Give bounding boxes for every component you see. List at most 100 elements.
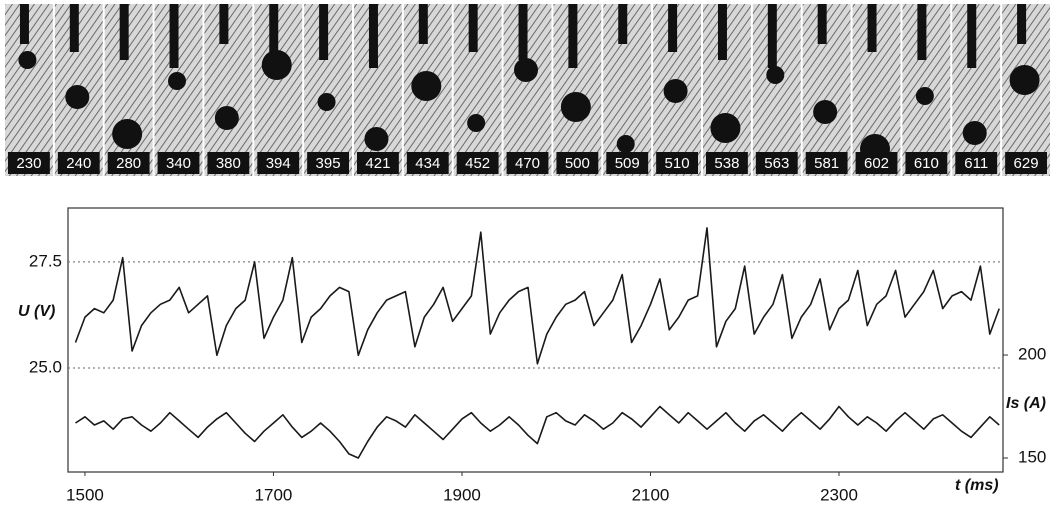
- droplet: [813, 100, 838, 124]
- video-frame: 395: [304, 4, 352, 176]
- droplet: [18, 51, 37, 69]
- y-axis-title: U (V): [18, 303, 55, 320]
- frame-label: 230: [16, 155, 41, 172]
- electrode: [169, 4, 179, 68]
- droplet: [1009, 65, 1040, 95]
- series-line: [75, 405, 1000, 459]
- electrode: [269, 4, 279, 52]
- droplet: [65, 85, 90, 109]
- frame-label: 434: [415, 155, 440, 172]
- video-frame: 240: [54, 4, 103, 176]
- droplet: [168, 72, 187, 90]
- frame-label: 470: [515, 155, 540, 172]
- frame-label: 611: [964, 155, 988, 172]
- frame-label-box: [606, 152, 649, 174]
- frame-label: 395: [316, 155, 341, 172]
- droplet: [915, 87, 934, 105]
- frame-label: 510: [665, 155, 690, 172]
- frame-label-box: [656, 152, 698, 174]
- droplet: [616, 135, 635, 153]
- video-frame: 340: [154, 4, 203, 176]
- frame-label-box: [307, 152, 349, 174]
- droplet: [317, 93, 336, 111]
- electrode: [219, 4, 229, 44]
- frame-label-box: [805, 152, 848, 174]
- series-line: [74, 227, 1000, 365]
- frame-label-box: [955, 152, 998, 174]
- video-frame: 629: [1002, 4, 1050, 176]
- frame-label-box: [855, 152, 898, 174]
- frame-label-box: [406, 152, 449, 174]
- video-frame: 230: [5, 4, 53, 176]
- frame-label-box: [207, 152, 250, 174]
- electrode: [19, 4, 29, 44]
- droplet: [261, 50, 292, 80]
- y-tick-label: 27.5: [29, 251, 62, 270]
- plot-frame: [67, 207, 1004, 473]
- electrode: [618, 4, 628, 44]
- x-tick-label: 2100: [632, 485, 670, 504]
- electrode: [319, 4, 329, 60]
- video-frame: 602: [852, 4, 901, 176]
- y2-tick-label: 150: [1018, 447, 1046, 466]
- droplet: [514, 58, 539, 82]
- frame-label-box: [456, 152, 499, 174]
- droplet: [467, 114, 486, 132]
- frame-label-box: [357, 152, 399, 174]
- frame-label-box: [157, 152, 200, 174]
- frame-label: 500: [565, 155, 590, 172]
- video-frame: 509: [603, 4, 652, 176]
- droplet: [364, 127, 389, 151]
- video-frame: 510: [653, 4, 701, 176]
- x-tick-label: 1900: [443, 485, 481, 504]
- frame-label-box: [107, 152, 150, 174]
- droplet: [663, 79, 688, 103]
- video-frame: 611: [952, 4, 1001, 176]
- droplet: [962, 121, 987, 145]
- x-tick-label: 1500: [66, 485, 104, 504]
- video-frame: 610: [902, 4, 951, 176]
- frame-label: 509: [615, 155, 640, 172]
- video-frame: 470: [503, 4, 552, 176]
- electrode: [418, 4, 428, 44]
- droplet: [411, 71, 442, 101]
- droplet: [766, 66, 785, 84]
- frame-label-box: [8, 152, 50, 174]
- frame-label-box: [257, 152, 300, 174]
- frame-label-box: [1005, 152, 1047, 174]
- electrode: [1017, 4, 1027, 44]
- y-tick-label: 25.0: [29, 357, 62, 376]
- electrode: [568, 4, 578, 68]
- electrode: [668, 4, 678, 52]
- electrode: [119, 4, 129, 60]
- electrode: [468, 4, 478, 52]
- frame-label: 581: [814, 155, 839, 172]
- frame-label: 380: [216, 155, 241, 172]
- frame-label: 602: [864, 155, 889, 172]
- frame-label-box: [506, 152, 549, 174]
- video-frame: 581: [802, 4, 851, 176]
- x-tick-label: 1700: [255, 485, 293, 504]
- frame-label: 452: [465, 155, 490, 172]
- video-frame: 563: [752, 4, 801, 176]
- droplet: [214, 106, 239, 130]
- frame-label-box: [57, 152, 100, 174]
- frame-label: 240: [66, 155, 91, 172]
- video-frame: 500: [553, 4, 602, 176]
- video-frame: 434: [403, 4, 452, 176]
- y2-tick-label: 200: [1018, 345, 1046, 364]
- electrode: [867, 4, 877, 52]
- frame-label: 394: [266, 155, 291, 172]
- frame-label: 340: [166, 155, 191, 172]
- frame-label: 421: [365, 155, 390, 172]
- electrode: [717, 4, 727, 60]
- frame-label-box: [556, 152, 599, 174]
- droplet: [710, 113, 741, 143]
- frame-label: 610: [914, 155, 939, 172]
- video-frame: 538: [703, 4, 751, 176]
- x-axis-title: t (ms): [955, 477, 999, 494]
- frame-label: 538: [714, 155, 739, 172]
- frame-label-box: [706, 152, 748, 174]
- electrode: [967, 4, 977, 68]
- frame-label-box: [905, 152, 948, 174]
